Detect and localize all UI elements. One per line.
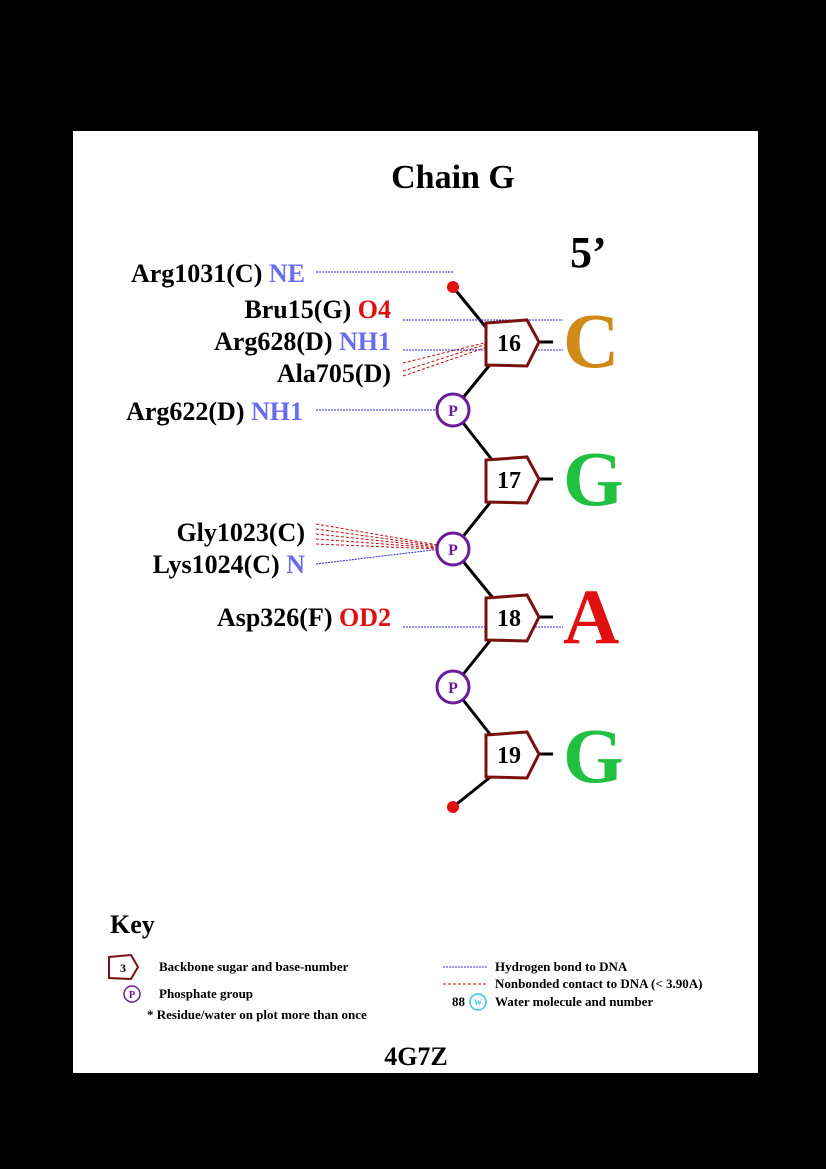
key-water-number: 88 xyxy=(452,994,466,1009)
sugar-19: 19 xyxy=(484,730,541,780)
residue-atom: N xyxy=(286,550,305,579)
phosphate-3: P xyxy=(435,669,471,705)
base-letter-19: G xyxy=(563,712,624,799)
key-sugar-label: Backbone sugar and base-number xyxy=(159,959,349,974)
phosphate-label: P xyxy=(448,680,458,697)
sugar-17: 17 xyxy=(484,455,541,505)
phosphate-2: P xyxy=(435,531,471,567)
sugar-16: 16 xyxy=(484,318,541,368)
phosphate-circle xyxy=(435,392,471,428)
residue-label-arg622: Arg622(D) NH1 xyxy=(126,397,303,426)
key-sugar-icon xyxy=(108,953,140,981)
residue-name: Asp326(F) xyxy=(217,603,333,632)
sugar-number: 19 xyxy=(497,743,521,769)
residue-label-lys1024: Lys1024(C) N xyxy=(153,550,306,579)
phosphate-label: P xyxy=(448,542,458,559)
residue-name: Arg628(D) xyxy=(214,327,332,356)
residue-label-arg628: Arg628(D) NH1 xyxy=(214,327,391,356)
nonbonded-ala705-3 xyxy=(402,341,489,364)
nonbonded-gly1023-3 xyxy=(315,533,439,548)
residue-label-arg1031: Arg1031(C) NE xyxy=(131,259,305,288)
key-phosphate-label: Phosphate group xyxy=(159,986,253,1001)
nonbonded-lines xyxy=(315,341,494,550)
key-repeat-note: * Residue/water on plot more than once xyxy=(147,1007,367,1022)
sugar-pentagon-icon xyxy=(484,318,541,368)
residue-atom: OD2 xyxy=(339,603,391,632)
dna-contact-diagram: Chain G 5’ P xyxy=(108,159,702,1071)
terminal-dot-3prime xyxy=(447,801,459,813)
phosphate-circle xyxy=(435,669,471,705)
key-hbond-label: Hydrogen bond to DNA xyxy=(495,959,628,974)
sugar-pentagon-icon xyxy=(484,730,541,780)
residue-atom: NH1 xyxy=(251,397,303,426)
key-nonbonded-label: Nonbonded contact to DNA (< 3.90A) xyxy=(495,976,702,991)
residue-atom: NH1 xyxy=(339,327,391,356)
nonbonded-ala705-1 xyxy=(402,341,494,372)
nonbonded-gly1023-4 xyxy=(315,538,439,549)
residue-atom: NE xyxy=(269,259,305,288)
phosphate-circle xyxy=(435,531,471,567)
hbond-lys1024-n xyxy=(315,548,442,565)
key-sugar-example: 3 xyxy=(120,961,126,975)
residue-label-asp326: Asp326(F) OD2 xyxy=(217,603,391,632)
sugar-18: 18 xyxy=(484,593,541,643)
residue-name: Ala705(D) xyxy=(277,359,391,388)
nonbonded-gly1023-1 xyxy=(315,523,439,546)
residue-atom: O4 xyxy=(358,295,391,324)
key-legend: Key 3 Backbone sugar and base-number P P… xyxy=(108,910,702,1022)
residue-label-bru15: Bru15(G) O4 xyxy=(244,295,391,324)
nonbonded-ala705-2 xyxy=(402,344,494,377)
phosphate-label: P xyxy=(448,403,458,420)
key-water-icon xyxy=(469,993,487,1011)
base-letter-16: C xyxy=(563,297,619,384)
phosphate-1: P xyxy=(435,392,471,428)
residue-label-gly1023: Gly1023(C) xyxy=(176,518,305,547)
nonbonded-gly1023-5 xyxy=(315,543,439,550)
sugar-number: 16 xyxy=(497,331,521,357)
base-letter-17: G xyxy=(563,435,624,522)
key-water-label: Water molecule and number xyxy=(495,994,654,1009)
key-title: Key xyxy=(110,910,155,939)
key-water-example-icon: W xyxy=(474,998,482,1007)
residue-name: Bru15(G) xyxy=(244,295,351,324)
key-phosphate-example: P xyxy=(129,990,135,1001)
nonbonded-gly1023-2 xyxy=(315,528,439,547)
sugar-pentagon-icon xyxy=(484,593,541,643)
terminal-dot-5prime xyxy=(447,281,459,293)
residue-name: Arg622(D) xyxy=(126,397,244,426)
key-phosphate-icon xyxy=(123,985,141,1003)
chain-title: Chain G xyxy=(391,159,515,196)
residue-label-ala705: Ala705(D) xyxy=(277,359,391,388)
sugar-pentagon-icon xyxy=(484,455,541,505)
five-prime-label: 5’ xyxy=(570,228,607,277)
sugar-number: 18 xyxy=(497,606,521,632)
residue-name: Gly1023(C) xyxy=(176,518,305,547)
sugar-number: 17 xyxy=(497,468,521,494)
base-letter-18: A xyxy=(563,573,619,660)
residue-name: Arg1031(C) xyxy=(131,259,262,288)
diagram-page: Chain G 5’ P xyxy=(73,131,758,1073)
pdb-id: 4G7Z xyxy=(384,1042,448,1071)
residue-name: Lys1024(C) xyxy=(153,550,280,579)
